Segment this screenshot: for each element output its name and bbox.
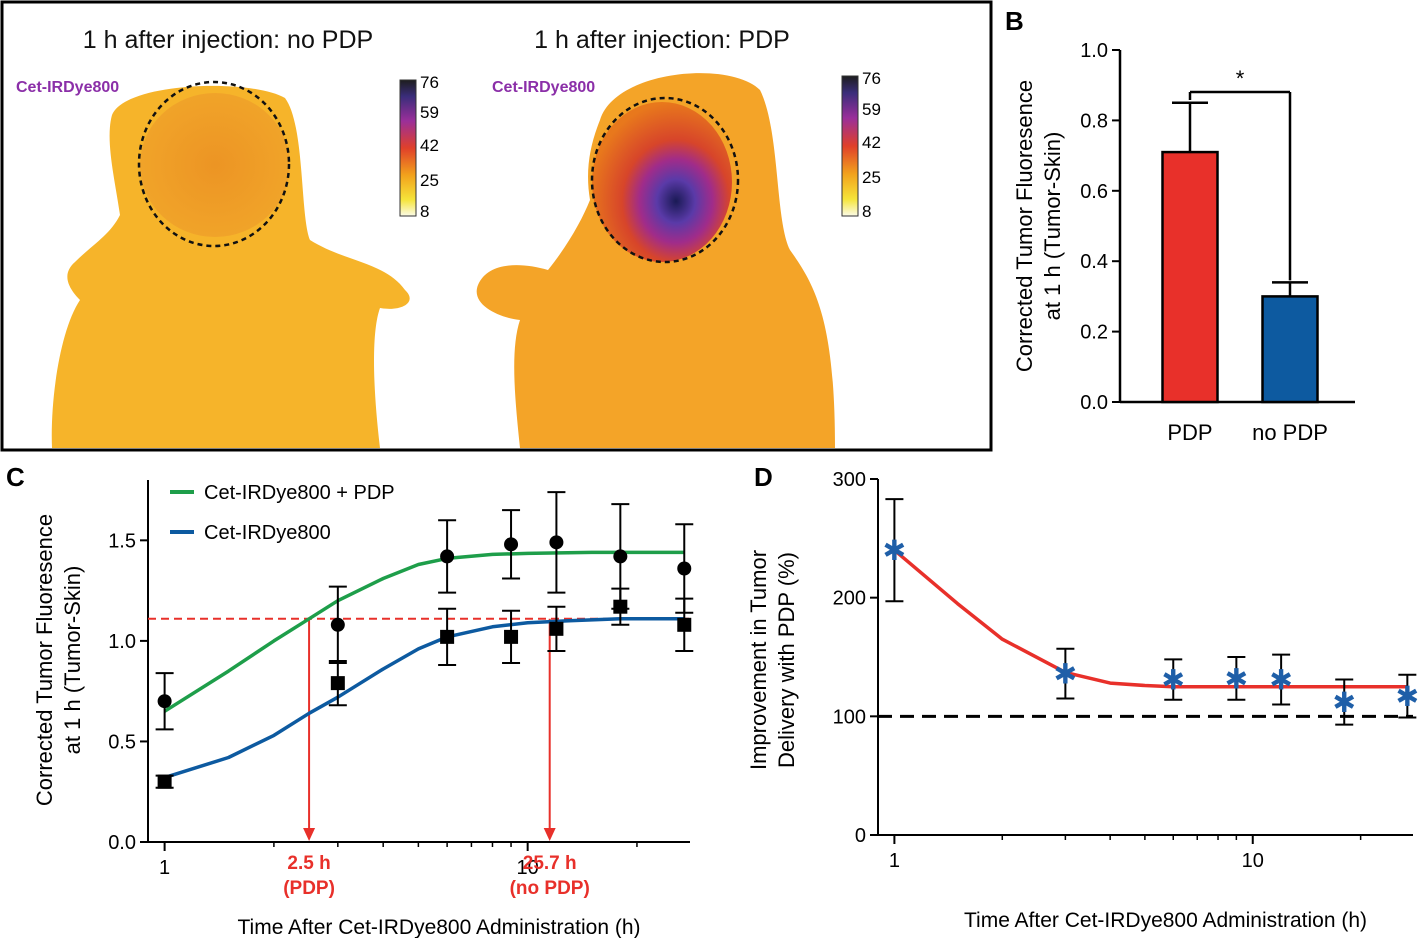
- data-point: [613, 599, 628, 614]
- x-tick-label: 10: [517, 857, 539, 879]
- significance-label: *: [1236, 66, 1245, 91]
- data-point: [549, 621, 564, 636]
- data-point: ✱: [1269, 665, 1292, 696]
- y-tick-label: 100: [833, 706, 866, 728]
- y-tick-label: 1.0: [1080, 40, 1108, 62]
- y-tick-label: 0: [855, 825, 866, 847]
- x-tick-label: PDP: [1167, 420, 1212, 445]
- data-point: [330, 676, 345, 691]
- data-point: [157, 694, 172, 709]
- y-tick-label: 1.0: [108, 631, 136, 653]
- panel-c-y-label: Corrected Tumor Fluoresence at 1 h (Tumor…: [32, 514, 85, 806]
- panel-a-image: 1 h after injection: no PDP Cet-IRDye800…: [0, 0, 993, 452]
- panel-b-bar-chart: 0.0 0.2 0.4 0.6 0.8 1.0 PDP no PDP * Corrected Tu…: [1012, 40, 1355, 445]
- panel-d-y-label-line1: Improvement in Tumor: [748, 550, 771, 770]
- panel-c-y-label-line1: Corrected Tumor Fluoresence: [32, 514, 57, 806]
- panel-a-left-label: Cet-IRDye800: [16, 79, 119, 96]
- data-point: ✱: [1054, 659, 1077, 690]
- y-tick-label: 0.4: [1080, 251, 1108, 273]
- panel-letter-b: B: [1005, 6, 1024, 36]
- colorbar-left-tick: 59: [420, 103, 439, 122]
- panel-b-y-label-line2: at 1 h (Tumor-Skin): [1040, 132, 1065, 321]
- panel-letter-d: D: [754, 462, 773, 492]
- x-tick-label: 10: [1242, 850, 1264, 872]
- colorbar-right-tick: 42: [862, 133, 881, 152]
- data-point: [330, 617, 345, 632]
- colorbar-right-tick: 59: [862, 100, 881, 119]
- colorbar-right-tick: 76: [862, 69, 881, 88]
- panel-a-right-label: Cet-IRDye800: [492, 79, 595, 96]
- data-point: [157, 774, 172, 789]
- data-point: ✱: [1225, 663, 1248, 694]
- y-tick-label: 200: [833, 588, 866, 610]
- data-point: [504, 537, 519, 552]
- colorbar-right-tick: 8: [862, 202, 871, 221]
- tumor-outline-pdp: [590, 96, 740, 264]
- panel-d-scatter-chart: 0 100 200 300 1 10 Time After Cet-IRDye800 Adm…: [748, 469, 1418, 932]
- data-point: [440, 549, 455, 564]
- time-marker-arrow: [303, 828, 316, 841]
- data-point: ✱: [1333, 687, 1356, 718]
- bar-no-pdp: [1261, 295, 1319, 404]
- y-tick-label: 0.0: [1080, 392, 1108, 414]
- time-marker-label: (no PDP): [510, 878, 590, 899]
- time-marker-label: 25.7 h: [523, 853, 577, 874]
- fit-curve: [163, 550, 685, 713]
- colorbar-left-tick: 25: [420, 171, 439, 190]
- panel-b-y-label: Corrected Tumor Fluoresence at 1 h (Tumor…: [1012, 80, 1065, 372]
- data-point: [613, 549, 628, 564]
- colorbar-right: 76 59 42 25 8: [841, 69, 881, 221]
- data-point: ✱: [883, 535, 906, 566]
- data-point: ✱: [1396, 681, 1418, 712]
- y-tick-label: 0.6: [1080, 181, 1108, 203]
- data-point: [677, 617, 692, 632]
- y-tick-label: 0.5: [108, 731, 136, 753]
- x-tick-label: 1: [159, 857, 170, 879]
- data-point: [677, 561, 692, 576]
- x-tick-label: 1: [889, 850, 900, 872]
- tumor-outline-no-pdp: [137, 80, 291, 248]
- fit-curve: [893, 548, 1408, 689]
- colorbar-right-tick: 25: [862, 168, 881, 187]
- panel-a-left-title: 1 h after injection: no PDP: [83, 26, 373, 54]
- time-marker-arrow: [543, 828, 556, 841]
- colorbar-left: 76 59 42 25 8: [399, 73, 439, 221]
- y-tick-label: 0.0: [108, 832, 136, 854]
- panel-b-y-label-line1: Corrected Tumor Fluoresence: [1012, 80, 1037, 372]
- colorbar-left-tick: 8: [420, 202, 429, 221]
- panel-d-y-label: Improvement in Tumor Delivery with PDP (%…: [748, 550, 799, 770]
- y-tick-label: 1.5: [108, 530, 136, 552]
- x-axis-label: Time After Cet-IRDye800 Administration (…: [237, 916, 640, 938]
- data-point: [549, 535, 564, 550]
- panel-letter-c: C: [6, 462, 25, 492]
- panel-a-right-title: 1 h after injection: PDP: [534, 26, 790, 54]
- bar-pdp: [1161, 150, 1219, 404]
- y-tick-label: 0.8: [1080, 110, 1108, 132]
- panel-c-y-label-line2: at 1 h (Tumor-Skin): [60, 566, 85, 755]
- data-point: [504, 629, 519, 644]
- x-axis-label: Time After Cet-IRDye800 Administration (…: [964, 909, 1367, 932]
- y-tick-label: 300: [833, 469, 866, 491]
- time-marker-label: (PDP): [283, 878, 335, 899]
- data-point: [440, 629, 455, 644]
- tumor-hotspot-pdp: [592, 102, 732, 262]
- panel-c-scatter-chart: 0.0 0.5 1.0 1.5 1 10 Time After Cet-IRDye800 A…: [32, 480, 694, 938]
- tumor-glow-no-pdp: [140, 93, 290, 237]
- panel-d-y-label-line2: Delivery with PDP (%): [774, 552, 799, 768]
- colorbar-left-tick: 42: [420, 136, 439, 155]
- data-point: ✱: [1162, 665, 1185, 696]
- x-tick-label: no PDP: [1252, 420, 1328, 445]
- legend-label: Cet-IRDye800 + PDP: [204, 482, 395, 504]
- y-tick-label: 0.2: [1080, 322, 1108, 344]
- colorbar-left-tick: 76: [420, 73, 439, 92]
- time-marker-label: 2.5 h: [287, 853, 330, 874]
- fit-curve: [164, 617, 685, 780]
- legend-label: Cet-IRDye800: [204, 522, 331, 544]
